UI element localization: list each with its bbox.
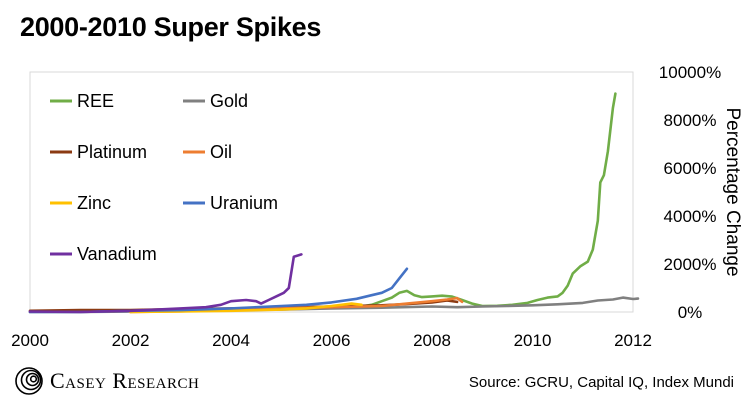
y-axis: 0% 2000% 4000% 6000% 8000% 10000% <box>659 63 721 322</box>
y-tick-label: 2000% <box>664 255 717 274</box>
legend-label-zinc: Zinc <box>77 193 111 213</box>
x-tick-label: 2002 <box>112 331 150 350</box>
legend-label-vanadium: Vanadium <box>77 244 157 264</box>
legend-label-platinum: Platinum <box>77 142 147 162</box>
y-tick-label: 8000% <box>664 111 717 130</box>
source-note: Source: GCRU, Capital IQ, Index Mundi <box>468 374 734 391</box>
legend-label-uranium: Uranium <box>210 193 278 213</box>
legend-label-ree: REE <box>77 91 114 111</box>
y-tick-label: 0% <box>678 303 703 322</box>
x-tick-label: 2004 <box>212 331 250 350</box>
y-axis-label: Percentage Change <box>722 107 743 276</box>
legend-label-oil: Oil <box>210 142 232 162</box>
legend: REE Gold Platinum Oil Zinc Uranium Vanadium <box>50 91 278 264</box>
legend-label-gold: Gold <box>210 91 248 111</box>
series-layer <box>28 92 640 314</box>
y-tick-label: 4000% <box>664 207 717 226</box>
x-axis: 2000 2002 2004 2006 2008 2010 2012 <box>11 331 652 350</box>
brand-logo: Casey Research <box>14 366 199 396</box>
series-line-zinc <box>129 302 363 314</box>
y-tick-label: 6000% <box>664 159 717 178</box>
chart-title: 2000-2010 Super Spikes <box>20 12 322 42</box>
plot-area <box>29 71 634 313</box>
brand-name: Casey Research <box>50 368 200 393</box>
series-line-vanadium <box>28 253 303 314</box>
x-tick-label: 2010 <box>514 331 552 350</box>
x-tick-label: 2000 <box>11 331 49 350</box>
series-line-ree <box>355 92 617 309</box>
x-tick-label: 2008 <box>413 331 451 350</box>
y-tick-label: 10000% <box>659 63 721 82</box>
x-tick-label: 2006 <box>313 331 351 350</box>
concentric-swirl-icon <box>15 367 43 395</box>
x-tick-label: 2012 <box>614 331 652 350</box>
